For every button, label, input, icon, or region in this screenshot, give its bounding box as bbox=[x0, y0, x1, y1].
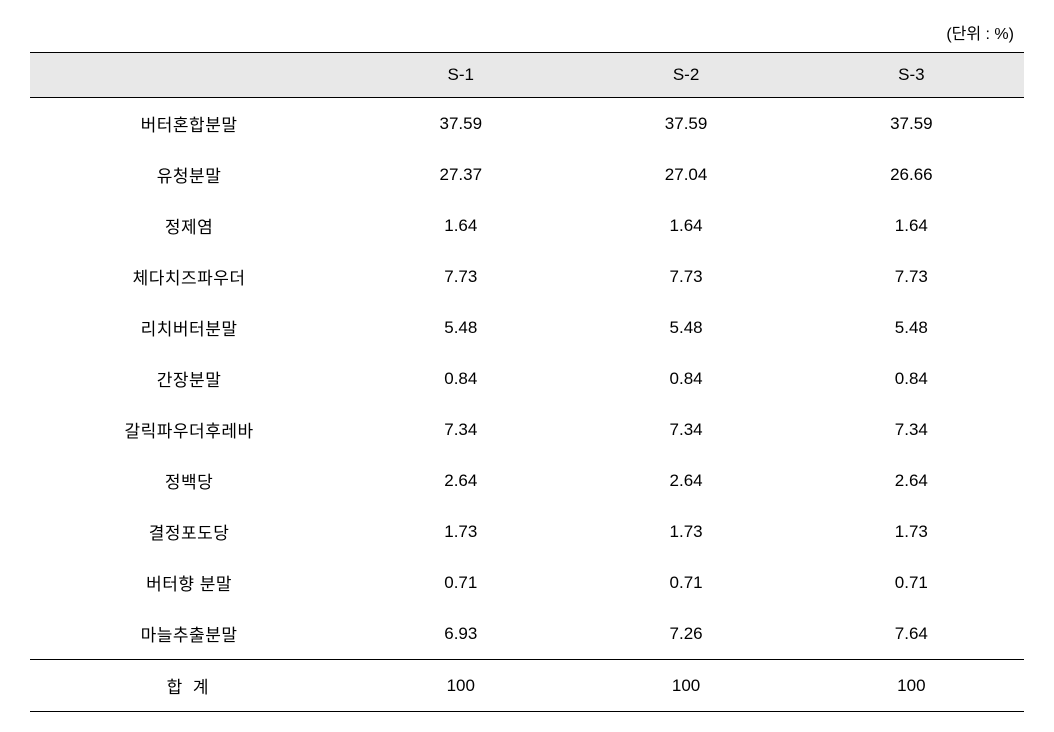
table-row: 버터향 분말 0.71 0.71 0.71 bbox=[30, 557, 1024, 608]
table-row: 유청분말 27.37 27.04 26.66 bbox=[30, 149, 1024, 200]
row-label: 마늘추출분말 bbox=[30, 608, 348, 660]
data-table: S-1 S-2 S-3 버터혼합분말 37.59 37.59 37.59 유청분… bbox=[30, 52, 1024, 712]
cell-value: 7.73 bbox=[348, 251, 573, 302]
cell-value: 0.84 bbox=[573, 353, 798, 404]
row-label: 체다치즈파우더 bbox=[30, 251, 348, 302]
row-label: 갈릭파우더후레바 bbox=[30, 404, 348, 455]
cell-value: 7.34 bbox=[348, 404, 573, 455]
cell-value: 0.84 bbox=[348, 353, 573, 404]
cell-value: 5.48 bbox=[799, 302, 1024, 353]
table-header-row: S-1 S-2 S-3 bbox=[30, 53, 1024, 98]
cell-value: 1.73 bbox=[348, 506, 573, 557]
cell-value: 1.64 bbox=[348, 200, 573, 251]
row-label: 버터혼합분말 bbox=[30, 98, 348, 150]
cell-value: 7.64 bbox=[799, 608, 1024, 660]
column-header-s1: S-1 bbox=[348, 53, 573, 98]
cell-value: 7.26 bbox=[573, 608, 798, 660]
unit-label: (단위 : %) bbox=[30, 20, 1024, 44]
cell-value: 7.73 bbox=[573, 251, 798, 302]
cell-value: 5.48 bbox=[573, 302, 798, 353]
cell-value: 0.71 bbox=[348, 557, 573, 608]
cell-value: 0.71 bbox=[799, 557, 1024, 608]
table-row: 마늘추출분말 6.93 7.26 7.64 bbox=[30, 608, 1024, 660]
row-label: 리치버터분말 bbox=[30, 302, 348, 353]
cell-value: 1.73 bbox=[799, 506, 1024, 557]
cell-value: 27.04 bbox=[573, 149, 798, 200]
table-row: 갈릭파우더후레바 7.34 7.34 7.34 bbox=[30, 404, 1024, 455]
row-label: 간장분말 bbox=[30, 353, 348, 404]
cell-value: 1.73 bbox=[573, 506, 798, 557]
cell-value: 5.48 bbox=[348, 302, 573, 353]
footer-value: 100 bbox=[799, 660, 1024, 712]
cell-value: 27.37 bbox=[348, 149, 573, 200]
table-row: 결정포도당 1.73 1.73 1.73 bbox=[30, 506, 1024, 557]
table-row: 간장분말 0.84 0.84 0.84 bbox=[30, 353, 1024, 404]
table-row: 체다치즈파우더 7.73 7.73 7.73 bbox=[30, 251, 1024, 302]
cell-value: 37.59 bbox=[348, 98, 573, 150]
table-body: 버터혼합분말 37.59 37.59 37.59 유청분말 27.37 27.0… bbox=[30, 98, 1024, 660]
cell-value: 2.64 bbox=[573, 455, 798, 506]
cell-value: 2.64 bbox=[348, 455, 573, 506]
row-label: 결정포도당 bbox=[30, 506, 348, 557]
column-header-s3: S-3 bbox=[799, 53, 1024, 98]
table-row: 버터혼합분말 37.59 37.59 37.59 bbox=[30, 98, 1024, 150]
cell-value: 26.66 bbox=[799, 149, 1024, 200]
row-label: 정제염 bbox=[30, 200, 348, 251]
row-label: 정백당 bbox=[30, 455, 348, 506]
table-footer-row: 합 계 100 100 100 bbox=[30, 660, 1024, 712]
cell-value: 7.73 bbox=[799, 251, 1024, 302]
table-row: 정제염 1.64 1.64 1.64 bbox=[30, 200, 1024, 251]
cell-value: 7.34 bbox=[799, 404, 1024, 455]
cell-value: 7.34 bbox=[573, 404, 798, 455]
column-header-empty bbox=[30, 53, 348, 98]
footer-value: 100 bbox=[573, 660, 798, 712]
cell-value: 0.71 bbox=[573, 557, 798, 608]
column-header-s2: S-2 bbox=[573, 53, 798, 98]
footer-label: 합 계 bbox=[30, 660, 348, 712]
cell-value: 0.84 bbox=[799, 353, 1024, 404]
table-row: 정백당 2.64 2.64 2.64 bbox=[30, 455, 1024, 506]
cell-value: 6.93 bbox=[348, 608, 573, 660]
footer-value: 100 bbox=[348, 660, 573, 712]
cell-value: 37.59 bbox=[573, 98, 798, 150]
cell-value: 1.64 bbox=[799, 200, 1024, 251]
row-label: 버터향 분말 bbox=[30, 557, 348, 608]
table-row: 리치버터분말 5.48 5.48 5.48 bbox=[30, 302, 1024, 353]
cell-value: 37.59 bbox=[799, 98, 1024, 150]
cell-value: 1.64 bbox=[573, 200, 798, 251]
cell-value: 2.64 bbox=[799, 455, 1024, 506]
row-label: 유청분말 bbox=[30, 149, 348, 200]
